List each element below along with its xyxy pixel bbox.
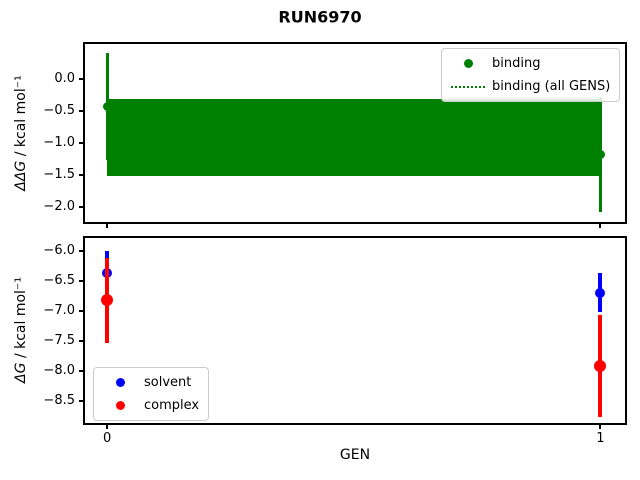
bottom-axes bbox=[83, 236, 627, 425]
legend-label: binding (all GENS) bbox=[492, 79, 611, 94]
bottom-legend: solvent complex bbox=[93, 367, 210, 421]
figure-title: RUN6970 bbox=[278, 7, 362, 27]
legend-label: solvent bbox=[144, 375, 192, 390]
dg-vs-gen-ytick-label: −6.5 bbox=[43, 272, 75, 288]
top-axes bbox=[83, 42, 627, 224]
ddg-vs-gen-xtick bbox=[106, 224, 109, 228]
dg-vs-gen-ytick bbox=[79, 399, 83, 402]
ddg-vs-gen-ytick-label: −0.5 bbox=[43, 102, 75, 118]
ddg-vs-gen-ytick-label: −1.0 bbox=[43, 134, 75, 150]
x-axis-label: GEN bbox=[339, 447, 371, 463]
dg-vs-gen-xtick bbox=[599, 425, 602, 429]
solvent-dot-icon bbox=[103, 378, 137, 387]
top-legend: binding binding (all GENS) bbox=[441, 48, 621, 102]
dg-vs-gen-ytick bbox=[79, 309, 83, 312]
dg-vs-gen-ytick bbox=[79, 249, 83, 252]
dg-vs-gen-ytick-label: −7.5 bbox=[43, 332, 75, 348]
ddg-vs-gen-ytick-label: −2.0 bbox=[43, 199, 75, 215]
ddg-vs-gen-ytick-label: −1.5 bbox=[43, 167, 75, 183]
dotted-line-icon bbox=[451, 85, 485, 88]
dg-vs-gen-ytick-label: −6.0 bbox=[43, 242, 75, 258]
binding-point-gen1 bbox=[595, 150, 605, 160]
dg-vs-gen-xtick-label: 0 bbox=[103, 431, 112, 446]
dg-vs-gen-ytick bbox=[79, 369, 83, 372]
legend-label: binding bbox=[492, 56, 541, 71]
dg-vs-gen-xtick-label: 1 bbox=[596, 431, 605, 446]
dg-vs-gen-ytick-label: −8.5 bbox=[43, 392, 75, 408]
dg-vs-gen-ytick-label: −8.0 bbox=[43, 362, 75, 378]
ddg-vs-gen-ytick-label: 0.0 bbox=[54, 70, 75, 86]
dg-vs-gen-ytick bbox=[79, 279, 83, 282]
dg-vs-gen-xtick bbox=[106, 425, 109, 429]
legend-entry-binding-all-gens: binding (all GENS) bbox=[451, 77, 610, 96]
ddg-vs-gen-ytick bbox=[79, 77, 83, 80]
legend-label: complex bbox=[144, 398, 200, 413]
ddg-vs-gen-ytick bbox=[79, 174, 83, 177]
complex-point-gen1 bbox=[594, 359, 607, 372]
binding-dot-icon bbox=[451, 59, 485, 68]
ddg-vs-gen-ytick bbox=[79, 109, 83, 112]
legend-entry-complex: complex bbox=[103, 396, 199, 415]
ddg-vs-gen-ytick bbox=[79, 206, 83, 209]
dg-vs-gen-ytick-label: −7.0 bbox=[43, 302, 75, 318]
legend-entry-solvent: solvent bbox=[103, 373, 199, 392]
ddg-vs-gen-xtick bbox=[599, 224, 602, 228]
binding-all-gens-band bbox=[107, 99, 601, 177]
complex-point-gen0 bbox=[101, 294, 114, 307]
legend-entry-binding: binding bbox=[451, 54, 610, 73]
complex-dot-icon bbox=[103, 401, 137, 410]
solvent-point-gen1 bbox=[595, 287, 606, 298]
dg-vs-gen-ytick bbox=[79, 339, 83, 342]
bottom-y-axis-label-units: / kcal mol⁻¹ bbox=[13, 277, 29, 363]
ddg-vs-gen-ytick bbox=[79, 141, 83, 144]
binding-point-gen0 bbox=[102, 101, 112, 111]
